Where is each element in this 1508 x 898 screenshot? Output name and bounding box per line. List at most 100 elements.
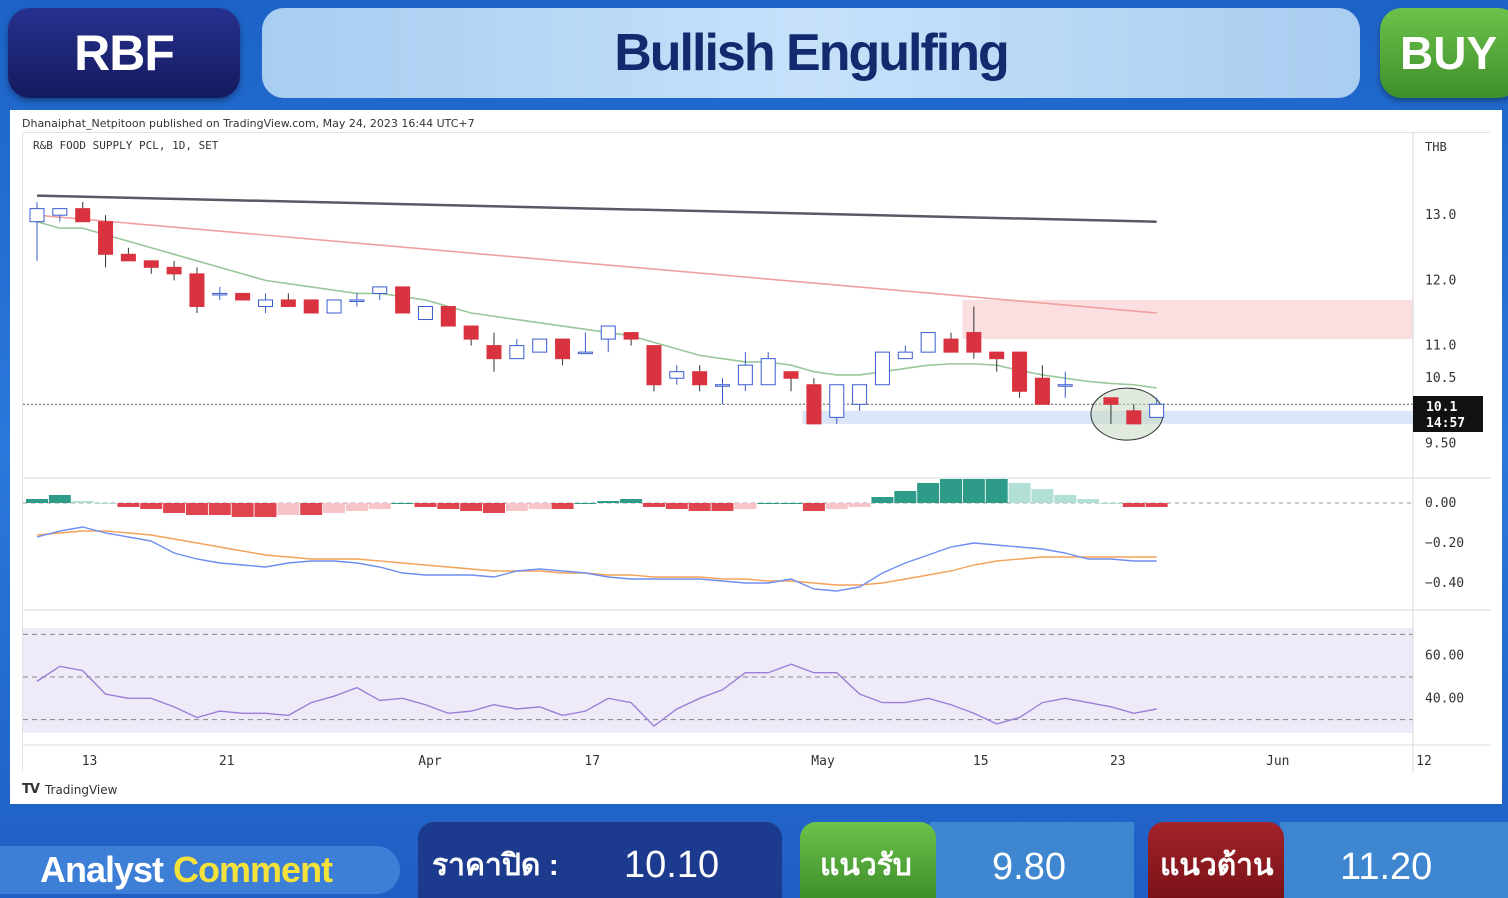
candle-body	[29, 208, 45, 223]
ma-mid-line	[36, 214, 1157, 314]
price-chart[interactable]: R&B FOOD SUPPLY PCL, 1D, SET THB 13.0 12.…	[23, 133, 1491, 773]
resistance-value-box	[1280, 822, 1508, 898]
candle-body	[75, 208, 91, 223]
macd-histogram-bar	[757, 503, 780, 504]
macd-histogram-bar	[597, 501, 620, 503]
macd-histogram-bar	[1077, 499, 1100, 503]
macd-histogram-bar	[277, 503, 300, 515]
macd-histogram-bar	[551, 503, 574, 509]
macd-histogram-bar	[117, 503, 140, 507]
brand-text: TradingView	[44, 782, 118, 797]
candle-body	[806, 384, 822, 425]
close-price-value: 10.10	[624, 844, 720, 886]
candle-body	[669, 371, 685, 379]
macd-histogram-bar	[140, 503, 163, 509]
last-price-label: 10.1	[1426, 400, 1457, 415]
candle-body	[646, 345, 662, 386]
candle-body	[280, 299, 296, 307]
candle-body	[189, 273, 205, 307]
macd-histogram-bar	[688, 503, 711, 511]
macd-signal-line	[36, 530, 1157, 586]
macd-histogram-bar	[185, 503, 208, 515]
candle-body	[1012, 351, 1028, 392]
candle-body	[715, 384, 730, 387]
analyst-comment-badge: Analyst Comment	[0, 846, 400, 894]
candle-body	[326, 299, 342, 314]
macd-histogram-bar	[962, 479, 985, 503]
candle-body	[440, 305, 456, 327]
date-tick-label: May	[811, 754, 835, 769]
pattern-title: Bullish Engulfing	[262, 8, 1360, 98]
last-price-tag	[1413, 396, 1483, 432]
close-price-box	[418, 822, 782, 898]
signal-badge: BUY	[1380, 8, 1508, 98]
macd-histogram-bar	[711, 503, 734, 511]
price-tick-label: 9.50	[1425, 436, 1456, 451]
macd-histogram-bar	[780, 503, 803, 504]
macd-histogram-bar	[825, 503, 848, 509]
macd-histogram-bar	[665, 503, 688, 509]
macd-histogram-bar	[1122, 503, 1145, 507]
macd-tick-label: 0.00	[1425, 496, 1456, 511]
date-tick-label: 13	[82, 754, 98, 769]
rsi-tick-label: 40.00	[1425, 691, 1464, 706]
analyst-word: Analyst	[40, 849, 164, 890]
macd-histogram-bar	[391, 503, 414, 504]
macd-histogram-bar	[802, 503, 825, 511]
rsi-line	[36, 663, 1157, 727]
macd-histogram-bar	[94, 503, 117, 504]
support-value: 9.80	[992, 846, 1066, 888]
chart-area[interactable]: R&B FOOD SUPPLY PCL, 1D, SET THB 13.0 12.…	[22, 132, 1491, 773]
candle-body	[417, 305, 433, 321]
macd-histogram-bar	[323, 503, 346, 513]
candle-body	[920, 332, 936, 353]
candle-body	[897, 351, 913, 360]
date-tick-label: Jun	[1266, 754, 1289, 769]
macd-histogram-bar	[1031, 489, 1054, 503]
macd-histogram-bar	[231, 503, 254, 517]
publisher-info: Dhanaiphat_Netpitoon published on Tradin…	[22, 117, 475, 130]
candle-body	[1126, 410, 1142, 425]
chart-card: Dhanaiphat_Netpitoon published on Tradin…	[10, 110, 1502, 804]
resistance-label-box	[1148, 822, 1284, 898]
countdown-label: 14:57	[1426, 416, 1465, 431]
candle-body	[258, 299, 273, 307]
candle-body	[577, 351, 593, 355]
price-tick-label: 13.0	[1425, 208, 1456, 223]
macd-histogram-bar	[574, 503, 597, 504]
candle-body	[1057, 384, 1073, 387]
candle-body	[120, 253, 136, 262]
candle-body	[143, 260, 159, 268]
macd-histogram-bar	[414, 503, 437, 507]
ma-short-line	[36, 220, 1157, 389]
resistance-zone	[962, 299, 1413, 340]
candle-body	[463, 325, 479, 340]
candle-body	[600, 325, 616, 340]
macd-histogram-bar	[345, 503, 368, 511]
macd-histogram-bar	[1008, 483, 1031, 503]
macd-line	[36, 526, 1157, 592]
candle-body	[98, 221, 114, 255]
macd-histogram-bar	[483, 503, 505, 513]
macd-histogram-bar	[642, 503, 665, 507]
macd-histogram-bar	[460, 503, 483, 511]
header-bar: RBF Bullish Engulfing BUY	[0, 0, 1508, 108]
candle-body	[783, 371, 799, 379]
price-tick-label: 10.5	[1425, 371, 1456, 386]
candle-body	[829, 384, 845, 418]
candle-body	[395, 286, 411, 314]
macd-histogram-bar	[505, 503, 528, 511]
macd-histogram-bar	[985, 479, 1008, 503]
rsi-band	[23, 628, 1413, 733]
macd-tick-label: −0.40	[1425, 576, 1464, 591]
date-tick-label: 15	[973, 754, 989, 769]
close-price-label: ราคาปิด :	[432, 849, 559, 882]
candle-body	[623, 332, 639, 340]
rsi-tick-label: 60.00	[1425, 649, 1464, 664]
candle-body	[989, 351, 1005, 360]
currency-label: THB	[1425, 140, 1447, 154]
candle-body	[166, 266, 182, 275]
candle-body	[235, 292, 251, 301]
macd-histogram-bar	[871, 497, 894, 503]
tradingview-logo: TV TradingView	[22, 782, 117, 797]
